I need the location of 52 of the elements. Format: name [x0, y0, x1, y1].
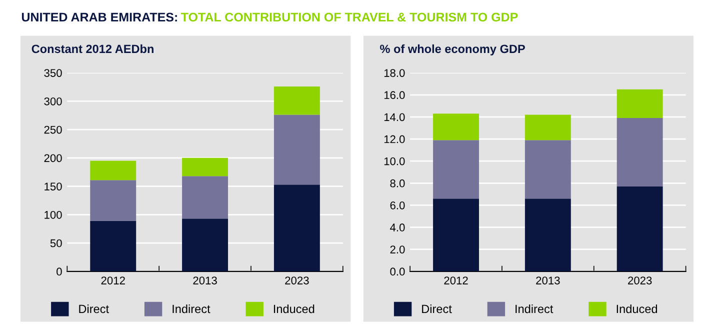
text: Direct	[422, 304, 452, 314]
y-tick-label: 18.0	[384, 69, 405, 77]
bar	[274, 184, 320, 272]
y-tick-label: 8.0	[390, 179, 405, 188]
bar	[524, 114, 571, 140]
bar	[433, 140, 479, 199]
bar	[616, 89, 663, 118]
bar	[274, 114, 320, 185]
chart-title: UNITED ARAB EMIRATES:	[22, 12, 177, 22]
legend-label: Induced	[616, 304, 658, 314]
bar	[616, 186, 663, 272]
y-tick-label: 6.0	[390, 201, 405, 210]
legend-label: Indirect	[172, 304, 210, 314]
x-tick-label: 2013	[536, 276, 560, 284]
legend-label: Induced	[274, 304, 314, 314]
bar	[90, 160, 136, 180]
y-tick-label: 350	[44, 69, 62, 77]
legend-label: Direct	[79, 304, 109, 314]
bar	[274, 86, 320, 115]
bar	[433, 114, 479, 140]
x-tick-label: 2013	[193, 276, 217, 284]
y-tick-label: 50	[50, 239, 62, 248]
y-axis-title: % of whole economy GDP	[380, 44, 525, 56]
y-tick-label: 100	[44, 210, 62, 219]
y-tick-label: 150	[44, 182, 62, 190]
y-tick-label: 4.0	[390, 224, 405, 232]
y-tick-label: 200	[44, 154, 62, 162]
bar	[182, 176, 228, 219]
bar	[90, 220, 136, 272]
bar	[616, 118, 663, 186]
x-tick-label: 2012	[101, 276, 125, 284]
y-tick-label: 2.0	[390, 246, 405, 254]
y-axis-title: Constant 2012 AEDbn	[32, 44, 154, 54]
y-tick-label: 16.0	[384, 91, 405, 100]
legend-label: Indirect	[516, 304, 554, 314]
chart-subtitle: TOTAL CONTRIBUTION OF TRAVEL & TOURISM TO GDP	[180, 12, 518, 22]
y-tick-label: 250	[44, 126, 62, 134]
x-tick-label: 2023	[285, 276, 309, 284]
y-tick-label: 0.0	[390, 268, 405, 276]
x-tick-label: 2012	[444, 276, 468, 284]
y-tick-label: 14.0	[384, 113, 405, 122]
x-tick-label: 2023	[628, 276, 652, 284]
bar	[182, 158, 228, 176]
bar	[90, 180, 136, 221]
bar	[433, 198, 479, 272]
y-tick-label: 300	[44, 97, 62, 106]
bar	[182, 218, 228, 272]
y-tick-label: 10.0	[384, 157, 405, 166]
bar	[524, 140, 571, 199]
bar	[524, 198, 571, 272]
y-tick-label: 12.0	[384, 135, 405, 144]
y-tick-label: 0	[56, 268, 62, 276]
